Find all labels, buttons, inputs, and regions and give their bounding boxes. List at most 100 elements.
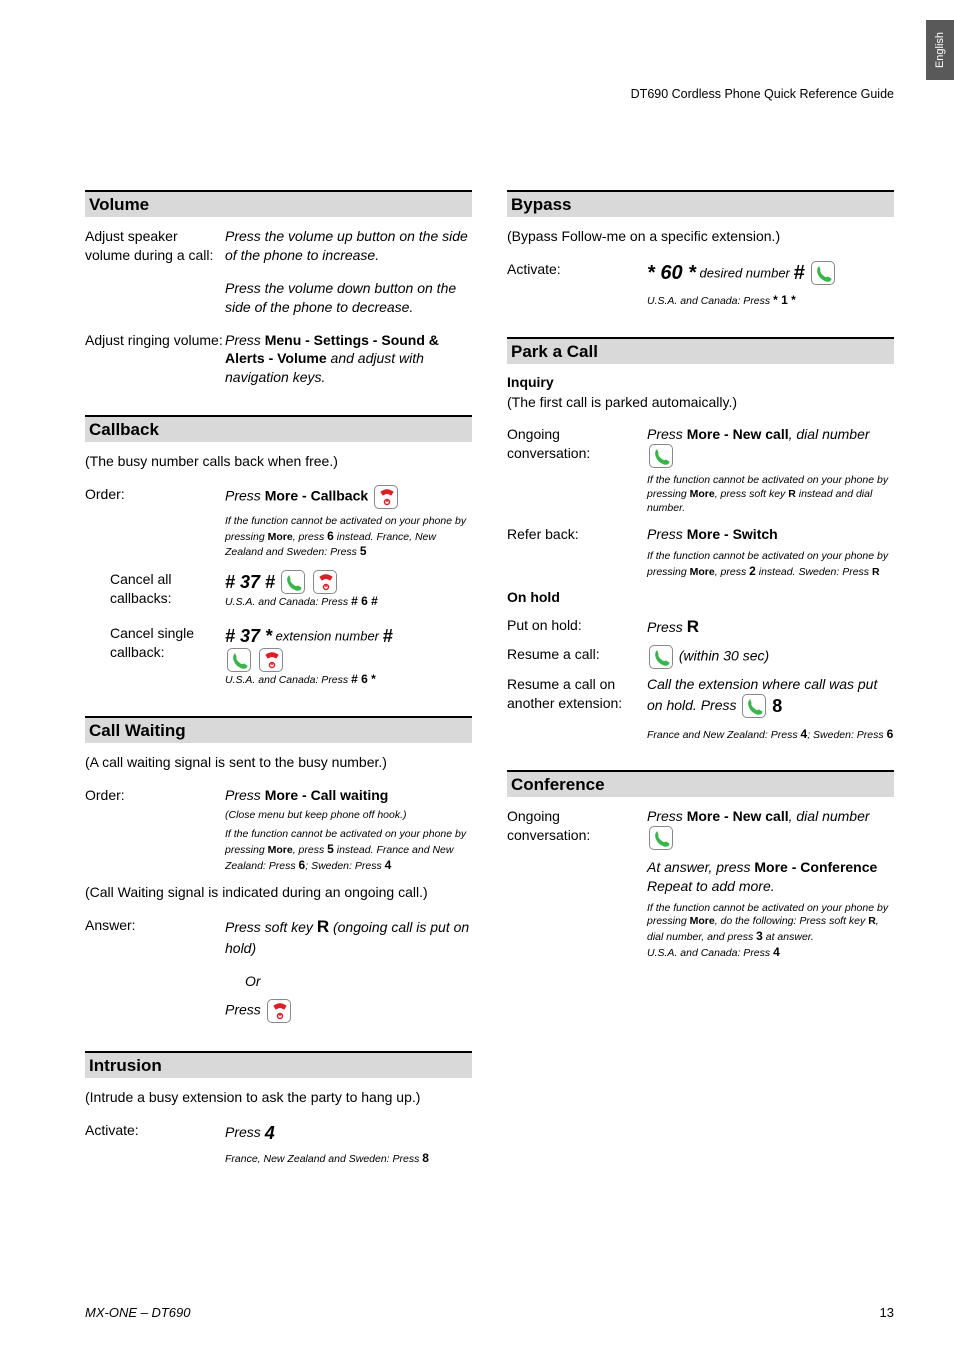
callback-cancel-single-note: U.S.A. and Canada: Press # 6 *	[225, 672, 472, 688]
txt: More	[690, 488, 715, 500]
callwaiting-answer-label: Answer:	[85, 916, 225, 1023]
conf-note: If the function cannot be activated on y…	[647, 902, 894, 961]
txt: Press	[225, 1002, 265, 1018]
intrusion-val: Press 4 France, New Zealand and Sweden: …	[225, 1121, 472, 1171]
section-bypass: Bypass	[507, 190, 894, 217]
volume-row-ringing: Adjust ringing volume: Press Menu - Sett…	[85, 331, 472, 388]
section-callwaiting: Call Waiting	[85, 716, 472, 743]
txt: U.S.A. and Canada: Press	[647, 947, 773, 959]
call-icon	[227, 648, 251, 672]
callback-note: If the function cannot be activated on y…	[225, 515, 472, 560]
code: 8	[772, 696, 782, 716]
txt: R	[317, 917, 329, 936]
txt: ; Sweden: Press	[807, 729, 886, 741]
callwaiting-desc: (A call waiting signal is sent to the bu…	[85, 753, 472, 772]
guide-title: DT690 Cordless Phone Quick Reference Gui…	[631, 87, 894, 101]
conf-ongoing-label: Ongoing conversation:	[507, 807, 647, 964]
bypass-note: U.S.A. and Canada: Press * 1 *	[647, 293, 894, 309]
callwaiting-order-sub: (Close menu but keep phone off hook.)	[225, 809, 472, 823]
bypass-label: Activate:	[507, 260, 647, 309]
txt: 5	[360, 544, 367, 558]
park-resume2-row: Resume a call on another extension: Call…	[507, 675, 894, 742]
txt: Press	[225, 787, 265, 803]
txt: , press	[293, 531, 327, 543]
intrusion-desc: (Intrude a busy extension to ask the par…	[85, 1088, 472, 1107]
footer-page-number: 13	[880, 1305, 894, 1320]
txt: at answer.	[763, 931, 814, 943]
page-content: DT690 Cordless Phone Quick Reference Gui…	[85, 90, 894, 1282]
txt: More - Call waiting	[265, 787, 389, 803]
call-icon	[649, 444, 673, 468]
txt: More	[690, 915, 715, 927]
end-call-icon	[374, 485, 398, 509]
callback-cancel-single-row: Cancel single callback: # 37 * extension…	[110, 624, 472, 688]
section-intrusion: Intrusion	[85, 1051, 472, 1078]
section-callback: Callback	[85, 415, 472, 442]
language-tab-text: English	[934, 32, 946, 68]
call-icon	[281, 570, 305, 594]
callwaiting-or: Or	[225, 972, 472, 991]
txt: 3	[756, 929, 763, 943]
volume-ring-label: Adjust ringing volume:	[85, 331, 225, 388]
volume-speaker-val-1: Press the volume up button on the side o…	[225, 228, 468, 263]
callback-cancel-all-val: # 37 # U.S.A. and Canada: Press # 6 #	[225, 570, 472, 610]
park-resume2-label: Resume a call on another extension:	[507, 675, 647, 742]
txt: More - Callback	[265, 488, 368, 504]
code: # 37 *	[225, 626, 272, 646]
call-icon	[649, 826, 673, 850]
txt: , press	[293, 844, 327, 856]
callback-cancel-single-label: Cancel single callback:	[110, 624, 225, 688]
txt: 6	[327, 529, 334, 543]
park-note1: If the function cannot be activated on y…	[647, 474, 894, 515]
txt: Press	[647, 619, 687, 635]
txt: 2	[749, 564, 756, 578]
intrusion-row: Activate: Press 4 France, New Zealand an…	[85, 1121, 472, 1171]
txt: instead. Sweden: Press	[756, 566, 872, 578]
txt: France and New Zealand: Press	[647, 729, 801, 741]
park-put-row: Put on hold: Press R	[507, 616, 894, 639]
right-column: Bypass (Bypass Follow-me on a specific e…	[507, 190, 894, 1282]
bypass-row: Activate: * 60 * desired number # U.S.A.…	[507, 260, 894, 309]
left-column: Volume Adjust speaker volume during a ca…	[85, 190, 472, 1282]
txt: R	[687, 617, 699, 636]
txt: 4	[773, 945, 780, 959]
page-footer: MX-ONE – DT690 13	[85, 1305, 894, 1320]
callwaiting-order-label: Order:	[85, 786, 225, 877]
callback-cancel-all-note: U.S.A. and Canada: Press # 6 #	[225, 594, 472, 610]
park-resume-row: Resume a call: (within 30 sec)	[507, 645, 894, 669]
txt: R	[868, 915, 876, 927]
call-icon	[649, 645, 673, 669]
park-inquiry-h: Inquiry	[507, 374, 894, 390]
code: #	[794, 262, 805, 284]
park-refer-row: Refer back: Press More - Switch If the f…	[507, 525, 894, 583]
section-volume: Volume	[85, 190, 472, 217]
park-ongoing-row: Ongoing conversation: Press More - New c…	[507, 425, 894, 519]
txt: U.S.A. and Canada: Press	[225, 596, 351, 608]
txt: , dial number	[789, 426, 870, 442]
txt: Press	[225, 332, 265, 348]
section-conference: Conference	[507, 770, 894, 797]
txt: , press soft key	[715, 488, 789, 500]
code: # 37 #	[225, 572, 275, 592]
call-icon	[811, 261, 835, 285]
txt: # 6 #	[351, 594, 378, 608]
txt: U.S.A. and Canada: Press	[647, 295, 773, 307]
txt: Press	[225, 488, 265, 504]
txt: More - Switch	[687, 526, 778, 542]
callwaiting-desc2: (Call Waiting signal is indicated during…	[85, 883, 472, 902]
txt: More	[268, 531, 293, 543]
footer-model: MX-ONE – DT690	[85, 1305, 190, 1320]
txt: More - New call	[687, 808, 789, 824]
callback-desc: (The busy number calls back when free.)	[85, 452, 472, 471]
end-call-icon	[267, 999, 291, 1023]
volume-speaker-val-2: Press the volume down button on the side…	[225, 280, 456, 315]
park-onhold-h: On hold	[507, 589, 894, 605]
bypass-val: * 60 * desired number # U.S.A. and Canad…	[647, 260, 894, 309]
volume-speaker-val: Press the volume up button on the side o…	[225, 227, 472, 317]
conf-repeat: Repeat to add more.	[647, 877, 894, 896]
txt: France, New Zealand and Sweden: Press	[225, 1153, 422, 1165]
txt: 6	[887, 727, 894, 741]
park-resume2-val: Call the extension where call was put on…	[647, 675, 894, 742]
txt: Press	[225, 1124, 265, 1140]
end-call-icon	[313, 570, 337, 594]
